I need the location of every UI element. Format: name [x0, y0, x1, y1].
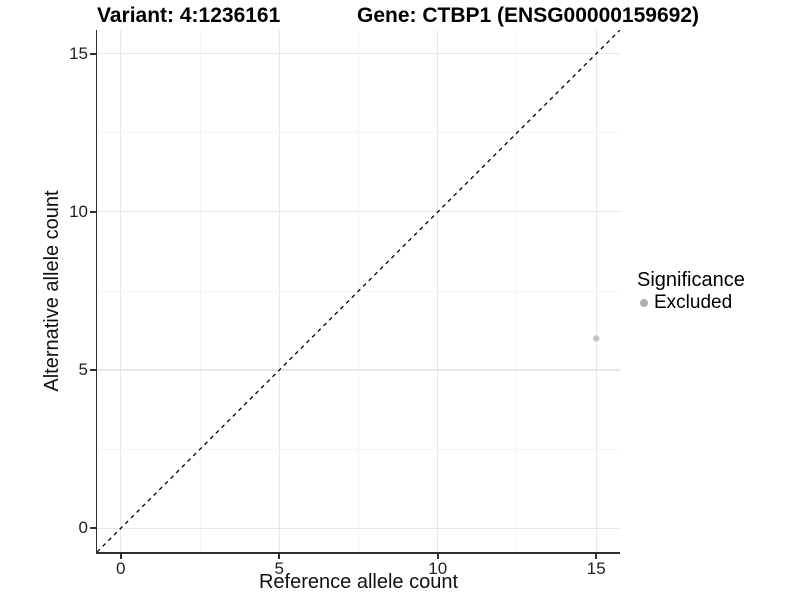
- y-tick-mark: [90, 211, 96, 213]
- x-tick-mark: [278, 553, 281, 559]
- x-major-gridline: [437, 30, 439, 552]
- identity-line: [97, 30, 620, 552]
- y-tick-label: 0: [78, 518, 88, 538]
- legend-point-icon: [640, 299, 648, 307]
- legend: Significance Excluded: [637, 269, 745, 314]
- legend-item-label: Excluded: [654, 292, 733, 313]
- y-tick-label: 5: [78, 360, 88, 380]
- x-tick-label: 10: [428, 559, 448, 578]
- legend-item: Excluded: [637, 292, 745, 314]
- x-tick-mark: [436, 553, 439, 559]
- x-axis-line: [95, 552, 620, 554]
- legend-items: Excluded: [637, 292, 745, 314]
- x-tick-mark: [119, 553, 122, 559]
- y-major-gridline: [97, 369, 620, 371]
- y-major-gridline: [97, 527, 620, 529]
- x-tick-mark: [595, 553, 598, 559]
- legend-title: Significance: [637, 269, 745, 291]
- x-tick-label: 5: [274, 559, 284, 578]
- y-major-gridline: [97, 211, 620, 213]
- x-tick-label: 0: [116, 559, 126, 578]
- plot-title-gene: Gene: CTBP1 (ENSG00000159692): [357, 4, 699, 27]
- plot-area-svg: [97, 30, 620, 552]
- legend-key-box: [637, 299, 651, 307]
- y-tick-mark: [90, 369, 96, 371]
- y-tick-mark: [90, 527, 96, 530]
- y-minor-gridline: [97, 448, 620, 450]
- plot-title-variant: Variant: 4:1236161: [97, 4, 281, 27]
- y-tick-mark: [90, 52, 96, 55]
- x-major-gridline: [595, 30, 597, 552]
- x-tick-label: 15: [586, 559, 606, 578]
- x-major-gridline: [120, 30, 122, 552]
- x-major-gridline: [278, 30, 280, 552]
- y-tick-label: 10: [69, 201, 88, 221]
- plot-panel: [97, 30, 620, 552]
- x-axis-title: Reference allele count: [258, 571, 458, 593]
- y-axis-title: Alternative allele count: [41, 190, 63, 392]
- y-major-gridline: [97, 53, 620, 55]
- y-tick-label: 15: [69, 43, 88, 63]
- y-minor-gridline: [97, 132, 620, 134]
- y-axis-line: [95, 30, 98, 554]
- data-point: [593, 335, 600, 342]
